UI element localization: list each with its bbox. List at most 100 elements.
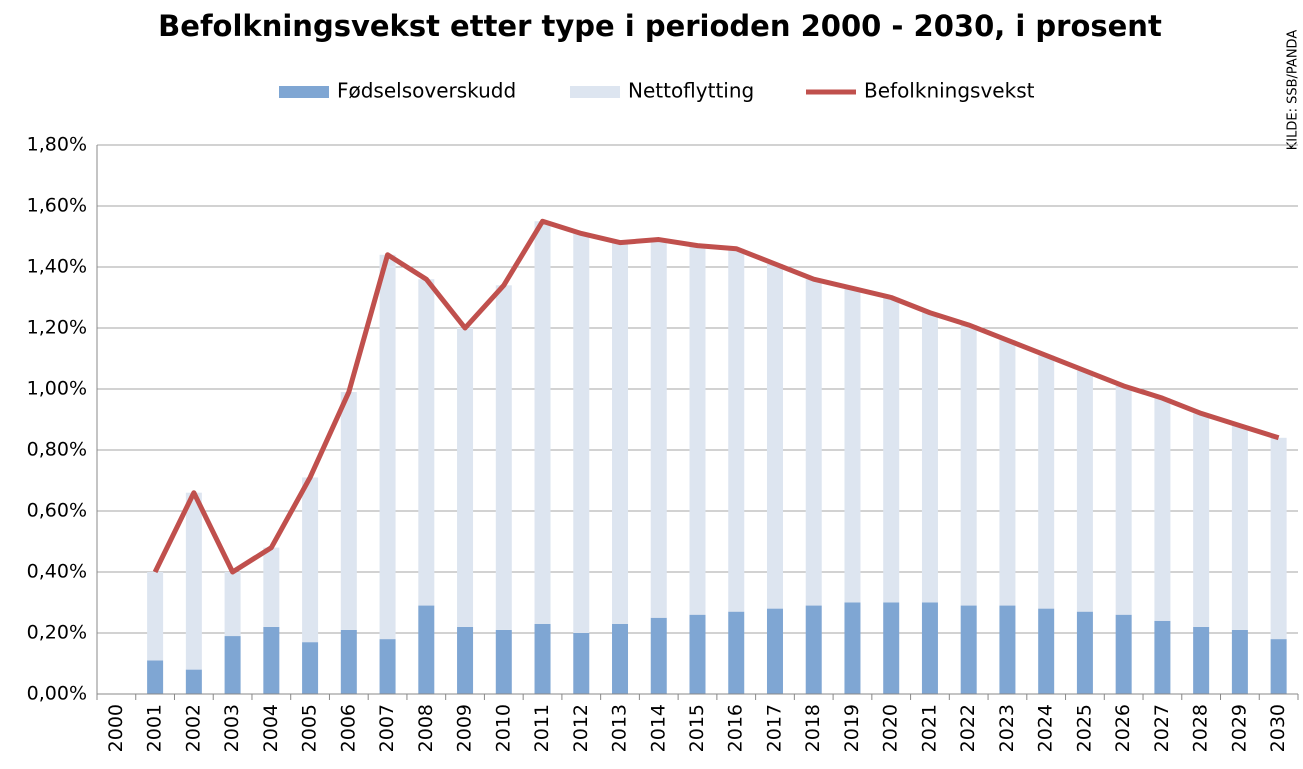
bar-segment — [689, 614, 706, 694]
x-tick-label: 2010 — [492, 704, 514, 752]
bar-segment — [1231, 425, 1248, 630]
x-tick-label: 2024 — [1035, 704, 1057, 752]
bar-segment — [883, 297, 900, 603]
bar-segment — [960, 605, 977, 694]
bar-segment — [185, 669, 202, 694]
bar-segment — [147, 660, 164, 694]
legend-label: Fødselsoverskudd — [337, 79, 516, 103]
bar-segment — [650, 239, 667, 618]
source-note: KILDE: SSB/PANDA — [1286, 30, 1301, 151]
bar-segment — [728, 611, 745, 694]
legend-swatch — [570, 86, 620, 98]
bar-segment — [766, 263, 783, 609]
x-tick-label: 2000 — [105, 704, 127, 752]
x-tick-label: 2019 — [841, 704, 863, 752]
bar-segment — [1038, 355, 1055, 609]
bar-segment — [999, 340, 1016, 606]
bar-segment — [302, 477, 319, 643]
x-tick-label: 2012 — [570, 704, 592, 752]
bar-segment — [728, 248, 745, 612]
x-tick-label: 2021 — [918, 704, 940, 752]
bar-segment — [1270, 639, 1287, 694]
bar-segment — [573, 633, 590, 694]
bar-segment — [766, 608, 783, 694]
x-tick-label: 2023 — [996, 704, 1018, 752]
y-tick-label: 1,00% — [27, 378, 87, 400]
legend-swatch — [279, 86, 329, 98]
bar-segment — [340, 629, 357, 694]
x-tick-label: 2002 — [182, 704, 204, 752]
bar-segment — [921, 602, 938, 694]
chart-title: Befolkningsvekst etter type i perioden 2… — [158, 9, 1162, 43]
x-tick-label: 2030 — [1267, 704, 1289, 752]
y-tick-label: 1,40% — [27, 256, 87, 278]
x-tick-label: 2028 — [1190, 704, 1212, 752]
bar-segment — [1154, 620, 1171, 694]
bar-segment — [379, 254, 396, 640]
bar-segment — [883, 602, 900, 694]
bar-segment — [844, 602, 861, 694]
x-tick-label: 2029 — [1228, 704, 1250, 752]
x-tick-label: 2016 — [725, 704, 747, 752]
bar-segment — [147, 572, 164, 661]
y-tick-label: 0,20% — [27, 622, 87, 644]
bar-segment — [1115, 385, 1132, 615]
x-tick-label: 2018 — [802, 704, 824, 752]
x-tick-label: 2001 — [144, 704, 166, 752]
y-tick-label: 0,40% — [27, 561, 87, 583]
bar-segment — [457, 328, 474, 627]
line — [152, 218, 1280, 575]
bar-segment — [418, 279, 435, 606]
y-tick-label: 0,00% — [27, 683, 87, 705]
x-tick-label: 2009 — [454, 704, 476, 752]
x-tick-label: 2027 — [1151, 704, 1173, 752]
bar-segment — [418, 605, 435, 694]
bar-segment — [1193, 413, 1210, 627]
x-tick-label: 2006 — [337, 704, 359, 752]
bar-segment — [379, 639, 396, 694]
x-tick-label: 2025 — [1073, 704, 1095, 752]
bar-segment — [573, 233, 590, 633]
bar-segment — [263, 547, 280, 627]
x-tick-label: 2008 — [415, 704, 437, 752]
bar-segment — [1076, 611, 1093, 694]
x-tick-label: 2017 — [763, 704, 785, 752]
y-tick-label: 0,80% — [27, 439, 87, 461]
x-tick-label: 2013 — [609, 704, 631, 752]
bar-segment — [612, 242, 629, 624]
bar-segment — [844, 288, 861, 603]
bar-segment — [1115, 614, 1132, 694]
x-tick-label: 2007 — [376, 704, 398, 752]
y-tick-label: 1,20% — [27, 317, 87, 339]
bar-segment — [340, 392, 357, 630]
bar-segment — [495, 629, 512, 694]
bar-segment — [689, 245, 706, 615]
x-tick-label: 2005 — [299, 704, 321, 752]
bar-segment — [302, 642, 319, 694]
x-tick-label: 2026 — [1112, 704, 1134, 752]
bar-segment — [650, 617, 667, 694]
x-tick-label: 2020 — [880, 704, 902, 752]
x-tick-label: 2004 — [260, 704, 282, 752]
y-tick-label: 1,60% — [27, 195, 87, 217]
bar-segment — [263, 626, 280, 694]
bar-segment — [1038, 608, 1055, 694]
bar-segment — [960, 324, 977, 606]
bar-segment — [1231, 629, 1248, 694]
legend-label: Nettoflytting — [628, 79, 754, 103]
bar-segment — [805, 605, 822, 694]
bar-segment — [921, 312, 938, 603]
bar-segment — [224, 572, 241, 637]
bar-segment — [185, 492, 202, 670]
y-tick-label: 0,60% — [27, 500, 87, 522]
bar-segment — [805, 279, 822, 606]
x-tick-label: 2011 — [531, 704, 553, 752]
bar-segment — [1154, 398, 1171, 621]
bar-segment — [534, 623, 551, 694]
x-tick-label: 2015 — [686, 704, 708, 752]
bar-segment — [999, 605, 1016, 694]
y-tick-label: 1,80% — [27, 134, 87, 156]
bar-segment — [1270, 437, 1287, 640]
x-tick-label: 2003 — [221, 704, 243, 752]
